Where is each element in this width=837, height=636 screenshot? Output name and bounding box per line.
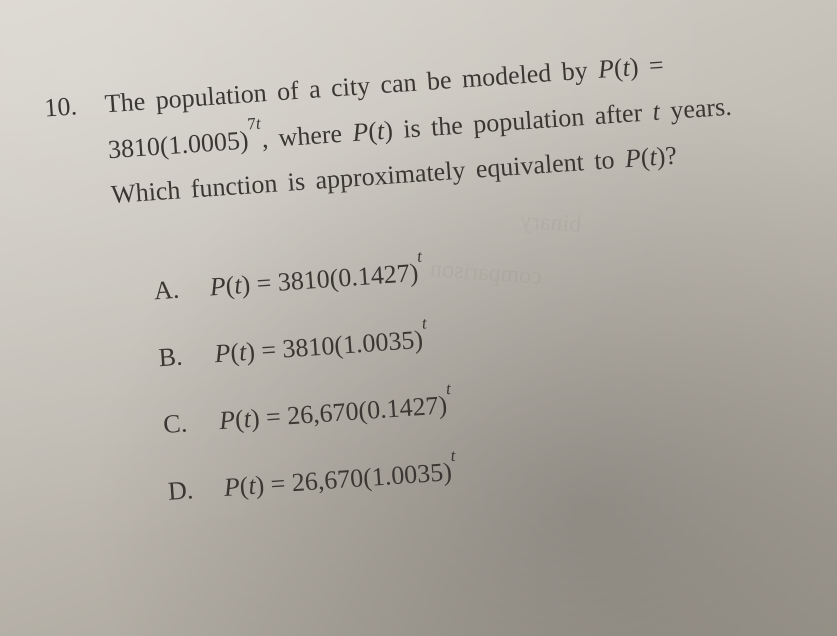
var-P: P: [624, 143, 642, 173]
choice-c: C. P(t) = 26,670(0.1427)t: [162, 360, 804, 444]
var-t: t: [376, 115, 385, 144]
exp-t: t: [255, 113, 261, 132]
var-P: P: [213, 338, 231, 368]
var-t: t: [233, 270, 242, 299]
exp-t: t: [416, 246, 422, 265]
rhs: = 3810(1.0035): [254, 324, 424, 365]
page: 10. The population of a city can be mode…: [0, 0, 837, 636]
choice-label: C.: [162, 403, 195, 444]
var-t: t: [648, 142, 657, 171]
stem-text: ?: [664, 141, 678, 171]
var-t: t: [238, 337, 247, 366]
problem-body: The population of a city can be modeled …: [103, 34, 810, 541]
var-P: P: [597, 54, 615, 84]
stem-text: is the population after: [392, 97, 654, 144]
problem-stem: The population of a city can be modeled …: [103, 37, 751, 218]
choice-expr: P(t) = 3810(0.1427)t: [208, 252, 424, 306]
rhs: = 3810(0.1427): [249, 257, 419, 298]
var-t: t: [243, 403, 252, 432]
rhs: = 26,670(1.0035): [263, 457, 453, 499]
var-P: P: [218, 405, 236, 435]
problem-number: 10.: [43, 83, 108, 545]
var-t: t: [247, 470, 256, 499]
choice-label: A.: [153, 269, 186, 310]
choice-label: D.: [167, 469, 200, 510]
var-P: P: [351, 117, 369, 147]
exp-t: t: [445, 379, 451, 398]
rhs: = 26,670(0.1427): [258, 390, 448, 432]
choice-expr: P(t) = 3810(1.0035)t: [213, 319, 429, 373]
choice-b: B. P(t) = 3810(1.0035)t: [157, 293, 799, 377]
var-t: t: [622, 53, 631, 82]
choice-expr: P(t) = 26,670(0.1427)t: [218, 384, 453, 439]
var-P: P: [209, 271, 227, 301]
problem-block: 10. The population of a city can be mode…: [43, 34, 810, 545]
choice-label: B.: [157, 336, 190, 377]
choice-expr: P(t) = 26,670(1.0035)t: [222, 451, 457, 506]
var-P: P: [223, 471, 241, 501]
exp-t: t: [450, 445, 456, 464]
stem-text: , where: [261, 118, 354, 153]
exp-t: t: [421, 313, 427, 332]
choice-d: D. P(t) = 26,670(1.0035)t: [167, 427, 809, 511]
choice-a: A. P(t) = 3810(0.1427)t: [153, 226, 795, 310]
answer-choices: A. P(t) = 3810(0.1427)t B. P(t) = 3810(1…: [117, 226, 809, 513]
